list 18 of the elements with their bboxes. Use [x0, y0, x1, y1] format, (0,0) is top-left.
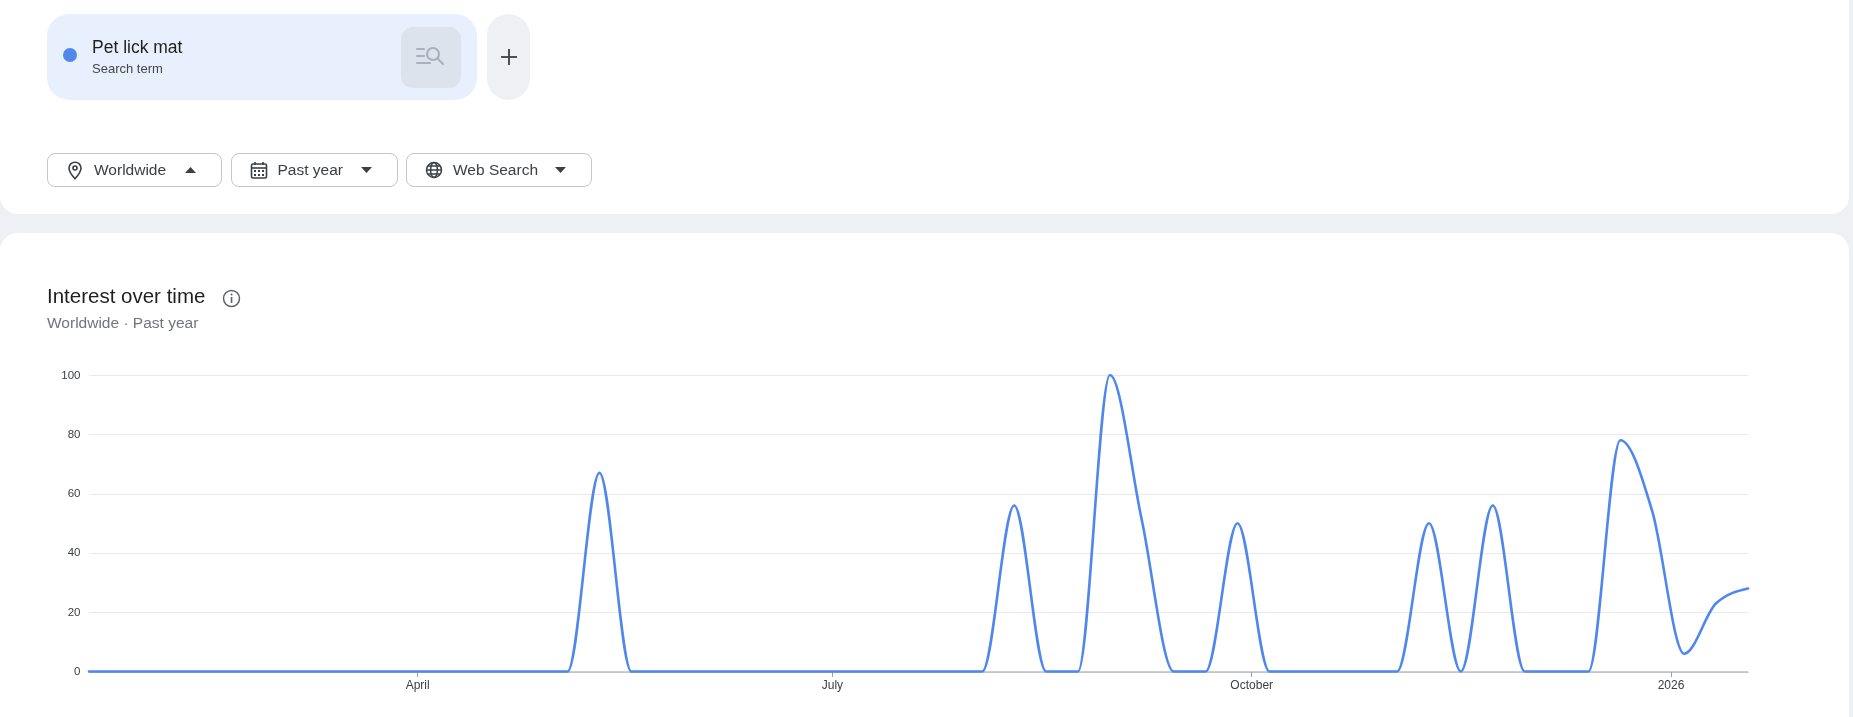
y-tick-label: 20: [67, 605, 81, 618]
y-tick-label: 0: [74, 665, 81, 678]
chart-subtitle: Worldwide · Past year: [47, 314, 199, 332]
y-tick-label: 80: [67, 427, 81, 440]
line-series: [87, 373, 1750, 673]
x-tick-label: April: [405, 678, 430, 693]
dropdown-button: Worldwide: [47, 153, 222, 187]
x-tick-label: October: [1230, 678, 1274, 693]
dropdown-button: Past year: [230, 153, 398, 187]
legend-label: Pet lick mat: [92, 37, 183, 57]
y-tick-label: 60: [67, 487, 81, 500]
chart-title: Interest over time: [47, 284, 206, 308]
legend-card: Pet lick mat Search term: [47, 14, 477, 100]
dropdown-button: Web Search: [406, 153, 592, 187]
x-tick-label: July: [821, 678, 844, 693]
x-tick-label: 2026: [1657, 678, 1685, 693]
y-tick-label: 100: [61, 368, 81, 381]
y-tick-label: 40: [67, 546, 81, 559]
